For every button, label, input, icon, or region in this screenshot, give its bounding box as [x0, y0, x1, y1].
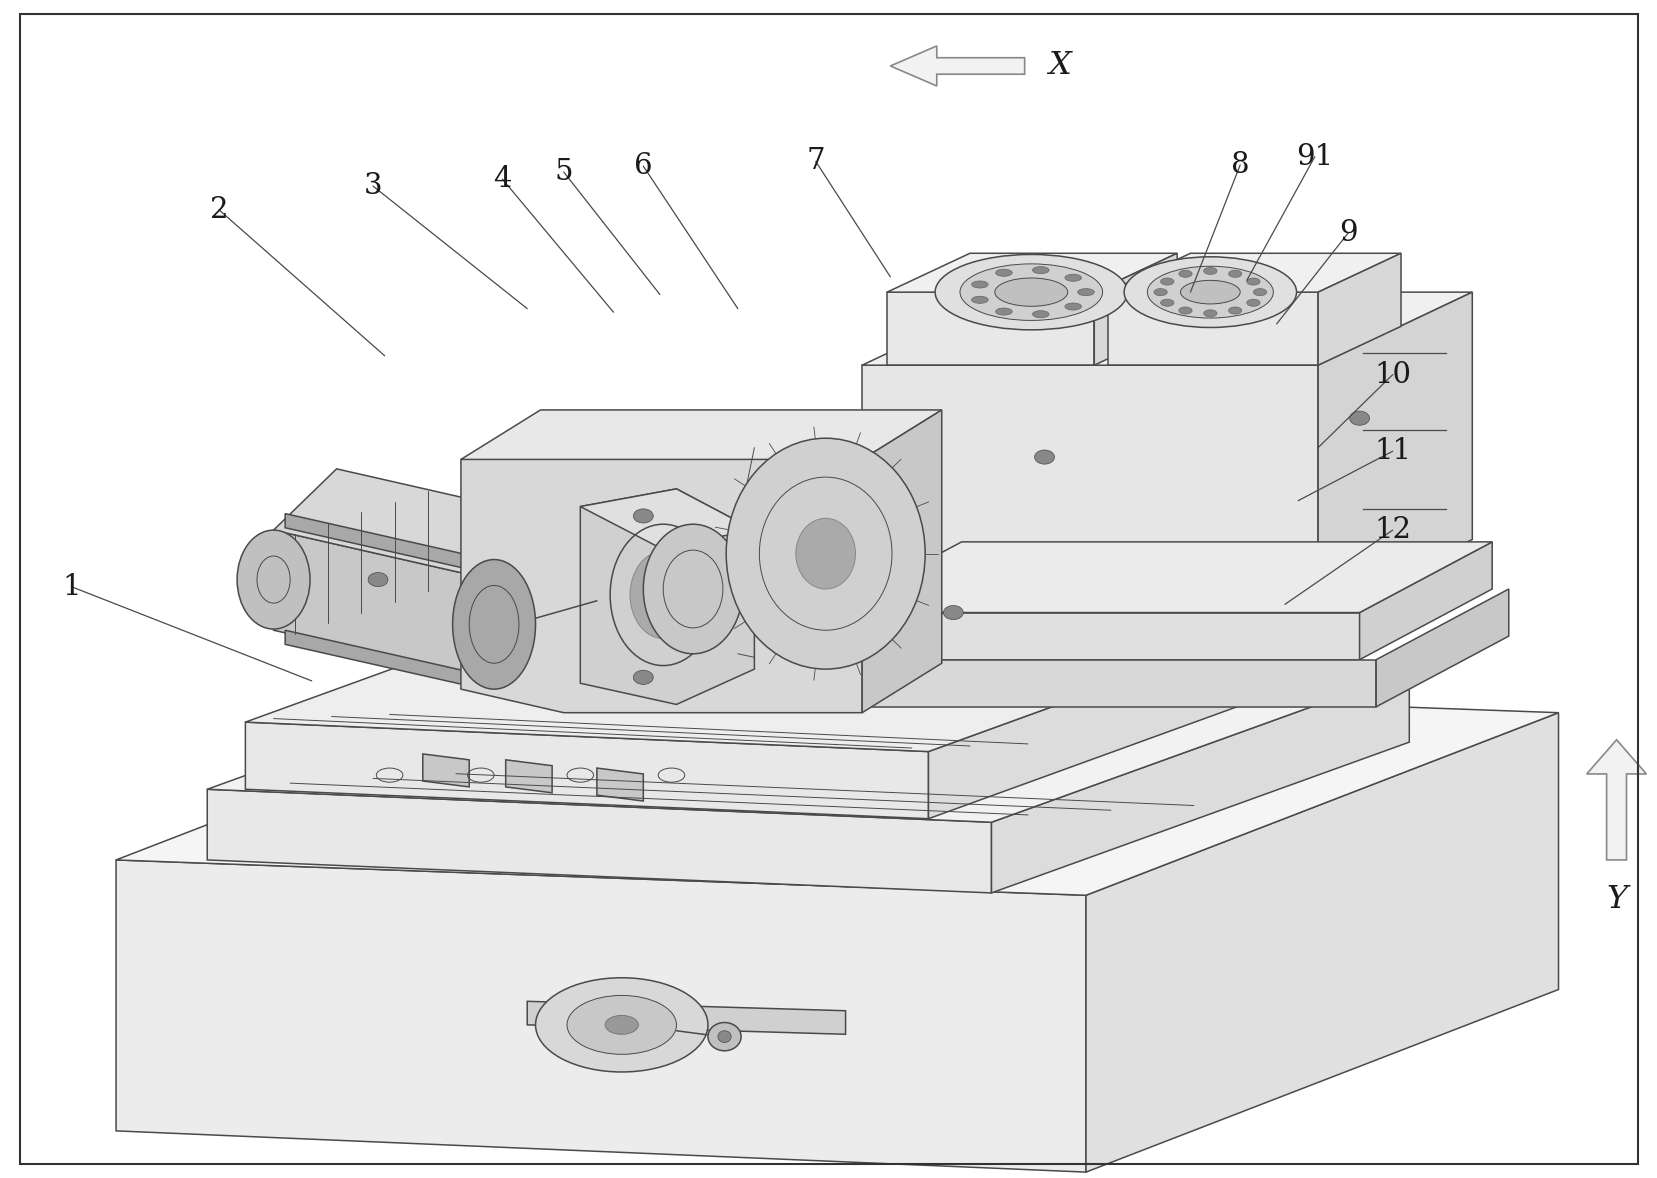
- Polygon shape: [828, 542, 1491, 613]
- Ellipse shape: [959, 264, 1102, 320]
- Text: 91: 91: [1296, 143, 1332, 171]
- Ellipse shape: [1228, 270, 1241, 277]
- Text: 6: 6: [633, 152, 653, 180]
- Polygon shape: [1107, 253, 1400, 292]
- Polygon shape: [1359, 542, 1491, 660]
- Ellipse shape: [1077, 289, 1094, 296]
- Ellipse shape: [605, 1015, 638, 1034]
- Polygon shape: [423, 754, 469, 787]
- Text: 9: 9: [1337, 219, 1357, 247]
- Polygon shape: [207, 789, 991, 893]
- Ellipse shape: [971, 296, 988, 303]
- Text: 10: 10: [1374, 360, 1410, 389]
- Polygon shape: [207, 638, 1408, 822]
- Polygon shape: [505, 760, 552, 793]
- Polygon shape: [245, 722, 928, 819]
- Ellipse shape: [1228, 307, 1241, 315]
- Ellipse shape: [708, 1023, 741, 1051]
- Ellipse shape: [994, 278, 1067, 306]
- Ellipse shape: [452, 560, 535, 689]
- Polygon shape: [1317, 292, 1471, 613]
- Ellipse shape: [1203, 310, 1216, 317]
- Ellipse shape: [237, 530, 310, 629]
- Ellipse shape: [1178, 307, 1191, 315]
- Ellipse shape: [643, 524, 742, 654]
- Polygon shape: [481, 516, 543, 677]
- Ellipse shape: [1147, 266, 1273, 318]
- Ellipse shape: [1032, 266, 1049, 273]
- Ellipse shape: [994, 270, 1011, 277]
- Polygon shape: [472, 560, 514, 701]
- Ellipse shape: [1032, 311, 1049, 318]
- Polygon shape: [273, 469, 543, 577]
- Ellipse shape: [1180, 280, 1239, 304]
- Text: 7: 7: [805, 147, 825, 176]
- Ellipse shape: [943, 605, 963, 620]
- Ellipse shape: [535, 978, 708, 1072]
- Ellipse shape: [1160, 299, 1173, 306]
- Polygon shape: [580, 489, 754, 548]
- Ellipse shape: [935, 254, 1127, 330]
- Polygon shape: [285, 514, 467, 569]
- Polygon shape: [862, 410, 941, 713]
- Polygon shape: [862, 365, 1317, 613]
- Polygon shape: [1317, 253, 1400, 365]
- Polygon shape: [928, 610, 1317, 819]
- Text: 11: 11: [1374, 437, 1410, 465]
- Polygon shape: [285, 630, 467, 686]
- Polygon shape: [828, 613, 1359, 660]
- Text: 5: 5: [553, 158, 573, 186]
- Polygon shape: [461, 430, 862, 713]
- Ellipse shape: [1153, 289, 1167, 296]
- Ellipse shape: [1160, 278, 1173, 285]
- Ellipse shape: [1253, 289, 1266, 296]
- Polygon shape: [580, 489, 754, 704]
- Text: 8: 8: [1229, 151, 1249, 179]
- Ellipse shape: [1034, 450, 1054, 464]
- Ellipse shape: [1123, 257, 1296, 327]
- Text: 4: 4: [492, 165, 512, 193]
- Polygon shape: [886, 292, 1094, 365]
- Polygon shape: [1107, 292, 1317, 365]
- Text: 1: 1: [61, 573, 81, 601]
- Polygon shape: [597, 768, 643, 801]
- Ellipse shape: [994, 307, 1011, 315]
- Ellipse shape: [1246, 278, 1259, 285]
- Polygon shape: [116, 677, 1558, 895]
- Ellipse shape: [795, 518, 855, 589]
- Polygon shape: [862, 292, 1471, 365]
- Polygon shape: [886, 253, 1176, 292]
- Ellipse shape: [1203, 267, 1216, 274]
- Text: 2: 2: [209, 196, 229, 224]
- Polygon shape: [116, 860, 1085, 1172]
- Polygon shape: [991, 671, 1408, 893]
- Polygon shape: [1094, 253, 1176, 365]
- Polygon shape: [1375, 589, 1508, 707]
- Text: 3: 3: [363, 172, 383, 200]
- Polygon shape: [273, 530, 481, 677]
- Ellipse shape: [1246, 299, 1259, 306]
- Ellipse shape: [1064, 303, 1080, 310]
- Text: Y: Y: [1606, 884, 1626, 914]
- Polygon shape: [527, 1001, 845, 1034]
- Ellipse shape: [630, 551, 696, 638]
- Polygon shape: [245, 581, 1317, 752]
- Polygon shape: [890, 46, 1024, 86]
- Ellipse shape: [567, 995, 676, 1054]
- Ellipse shape: [717, 1031, 731, 1043]
- Text: 12: 12: [1374, 516, 1410, 544]
- Polygon shape: [461, 410, 941, 459]
- Ellipse shape: [368, 573, 388, 587]
- Ellipse shape: [1178, 270, 1191, 277]
- Polygon shape: [1586, 740, 1645, 860]
- Ellipse shape: [633, 509, 653, 523]
- Text: X: X: [1047, 51, 1070, 81]
- Ellipse shape: [1064, 274, 1080, 282]
- Polygon shape: [795, 660, 1375, 707]
- Polygon shape: [1085, 713, 1558, 1172]
- Ellipse shape: [971, 282, 988, 289]
- Ellipse shape: [1349, 411, 1369, 425]
- Ellipse shape: [633, 670, 653, 684]
- Ellipse shape: [726, 438, 925, 669]
